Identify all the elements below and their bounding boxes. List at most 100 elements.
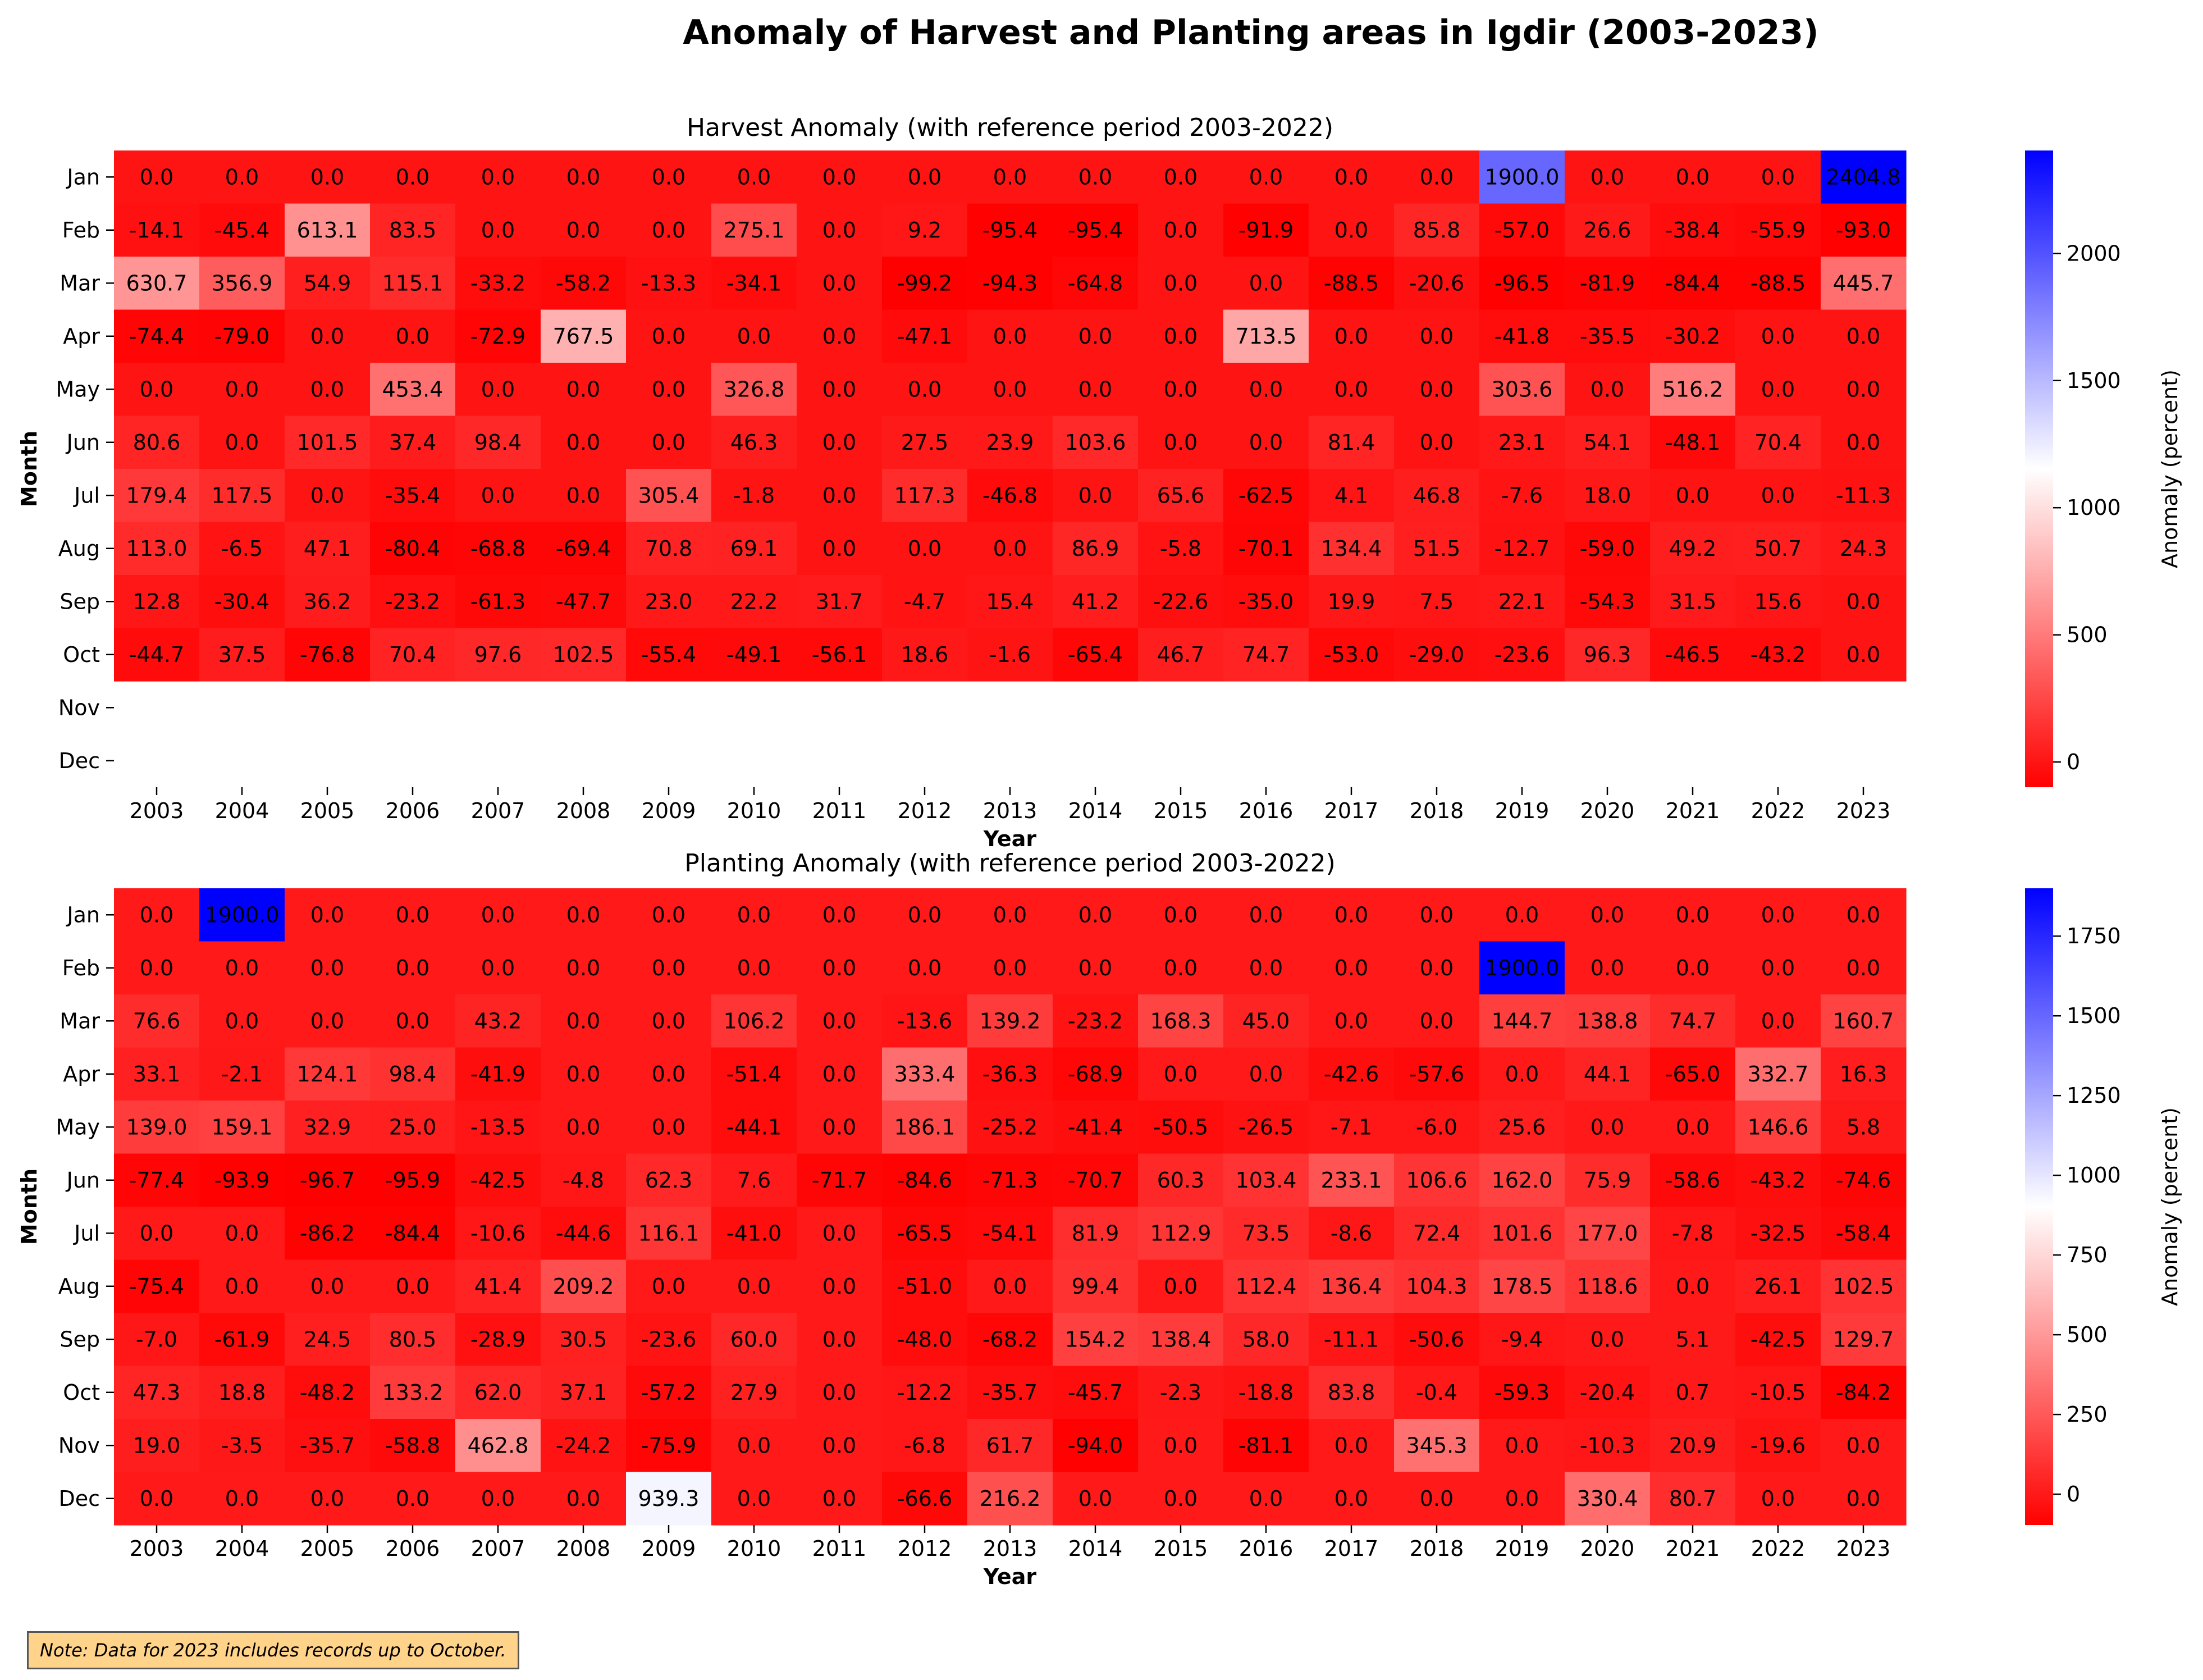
cell-label: -41.0 [726, 1221, 781, 1245]
cell-label: 0.0 [225, 1008, 259, 1033]
cell-label: 0.0 [652, 956, 685, 980]
heatmap-cell [199, 257, 285, 311]
cell-label: -71.7 [812, 1168, 867, 1193]
heatmap-cell [455, 1313, 541, 1367]
heatmap-cell [797, 1207, 883, 1261]
heatmap-cell [1735, 575, 1821, 629]
heatmap-cell [626, 257, 712, 311]
cell-label: 0.0 [1847, 430, 1880, 455]
cell-label: 168.3 [1150, 1008, 1212, 1033]
cell-label: -32.5 [1750, 1221, 1806, 1245]
heatmap-cell [1821, 1313, 1907, 1367]
heatmap-cell [114, 1207, 200, 1261]
cell-label: 41.2 [1072, 589, 1119, 614]
heatmap-cell [1223, 363, 1309, 417]
heatmap-cell [1479, 994, 1565, 1048]
cell-label: 73.5 [1242, 1221, 1290, 1245]
heatmap-cell [1565, 203, 1651, 257]
heatmap-cell [1479, 363, 1565, 417]
cell-label: -13.3 [641, 271, 696, 295]
heatmap-cell [199, 941, 285, 995]
heatmap-cell [285, 1101, 371, 1154]
heatmap-cell [626, 1259, 712, 1313]
cell-label: 0.0 [822, 1433, 856, 1458]
heatmap-cell [1394, 575, 1480, 629]
x-tick-label: 2012 [898, 1536, 952, 1561]
cell-label: 60.3 [1157, 1168, 1205, 1193]
heatmap-cell [797, 1472, 883, 1526]
cell-label: 23.1 [1498, 430, 1546, 455]
cell-label: -88.5 [1750, 271, 1806, 295]
cell-label: -84.2 [1836, 1380, 1891, 1405]
heatmap-cell [626, 416, 712, 469]
cell-label: -12.7 [1494, 536, 1550, 561]
cell-label: 0.0 [1590, 165, 1624, 189]
heatmap-cell [455, 1259, 541, 1313]
cell-label: 0.0 [310, 324, 344, 349]
heatmap-cell [541, 1419, 627, 1473]
heatmap-cell [967, 628, 1053, 682]
cell-label: -6.5 [221, 536, 263, 561]
heatmap-cell [541, 416, 627, 469]
heatmap-cell [626, 1047, 712, 1101]
heatmap-cell [711, 309, 797, 363]
cell-label: 22.2 [730, 589, 778, 614]
cell-label: 154.2 [1065, 1327, 1126, 1352]
y-tick-label: Nov [58, 695, 100, 720]
heatmap-cell [882, 994, 968, 1048]
heatmap-cell [711, 363, 797, 417]
cell-label: 0.0 [1505, 902, 1539, 927]
heatmap-cell [626, 469, 712, 523]
cell-label: 330.4 [1577, 1486, 1638, 1511]
heatmap-cell [1565, 575, 1651, 629]
heatmap-cell [1479, 1207, 1565, 1261]
cell-label: 0.0 [737, 1274, 771, 1299]
heatmap-cell [626, 1153, 712, 1207]
heatmap-cell [711, 1207, 797, 1261]
cell-label: 0.0 [737, 1433, 771, 1458]
heatmap-cell [370, 1047, 456, 1101]
heatmap-cell [1565, 1259, 1651, 1313]
cell-label: 0.0 [1847, 642, 1880, 667]
cell-label: 81.4 [1328, 430, 1375, 455]
heatmap-cell [114, 941, 200, 995]
cell-label: 138.4 [1150, 1327, 1212, 1352]
heatmap-cell [1394, 150, 1480, 204]
cell-label: -6.8 [904, 1433, 945, 1458]
heatmap-cell [1309, 1313, 1395, 1367]
y-tick-label: Jun [66, 430, 100, 455]
heatmap-cell [1565, 363, 1651, 417]
cell-label: -35.0 [1238, 589, 1294, 614]
heatmap-cell [882, 1207, 968, 1261]
cell-label: 0.0 [225, 1486, 259, 1511]
y-tick-label: Mar [60, 1008, 100, 1033]
heatmap-cell [967, 1313, 1053, 1367]
cell-label: 116.1 [638, 1221, 700, 1245]
cell-label: -65.4 [1068, 642, 1123, 667]
cell-label: 0.0 [1420, 956, 1454, 980]
heatmap-cell [1479, 257, 1565, 311]
colorbar-tick-label: 1000 [2067, 1163, 2121, 1188]
cell-label: 0.0 [1847, 1433, 1880, 1458]
x-tick-label: 2010 [727, 1536, 781, 1561]
colorbar-tick-label: 1250 [2067, 1083, 2121, 1108]
x-tick-label: 2022 [1751, 798, 1806, 823]
cell-label: 0.0 [310, 902, 344, 927]
cell-label: -23.2 [385, 589, 440, 614]
heatmap-cell [285, 150, 371, 204]
cell-label: 332.7 [1748, 1062, 1809, 1086]
heatmap-cell [711, 994, 797, 1048]
heatmap-cell [1479, 1419, 1565, 1473]
heatmap-cell [1479, 1101, 1565, 1154]
cell-label: 0.0 [396, 1486, 429, 1511]
heatmap-cell [1650, 888, 1736, 942]
cell-label: 60.0 [730, 1327, 778, 1352]
cell-label: -75.9 [641, 1433, 696, 1458]
cell-label: 83.5 [389, 218, 437, 243]
cell-label: 0.0 [822, 430, 856, 455]
heatmap-cell [199, 888, 285, 942]
cell-label: 0.0 [481, 902, 515, 927]
heatmap-cell [1223, 1101, 1309, 1154]
cell-label: 216.2 [980, 1486, 1041, 1511]
cell-label: -86.2 [300, 1221, 355, 1245]
